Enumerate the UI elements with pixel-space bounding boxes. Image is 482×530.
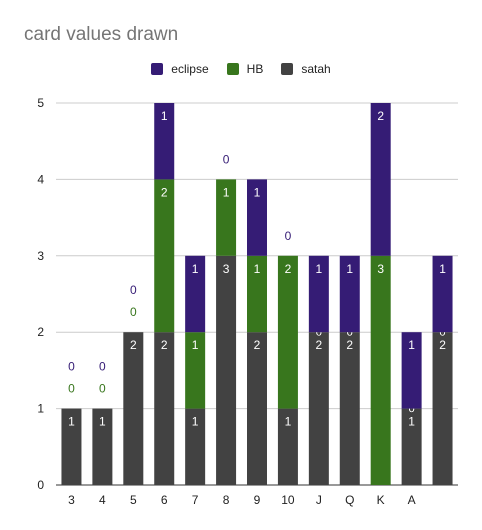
bar-segment-eclipse [401, 332, 422, 409]
bar-segment-eclipse [185, 255, 206, 333]
bar-segment-satah [308, 332, 329, 485]
data-label-satah: 1 [192, 415, 199, 429]
bar-segment-HB [277, 255, 298, 409]
y-tick-label: 5 [37, 96, 44, 110]
x-tick-label: 7 [192, 493, 199, 507]
bar-segment-HB [247, 255, 267, 333]
data-label-eclipse: 0 [68, 360, 75, 374]
legend-swatch [281, 63, 294, 75]
y-tick-label: 0 [37, 478, 44, 492]
data-label-HB: 0 [68, 382, 75, 396]
chart-title: card values drawn [24, 24, 179, 45]
data-label-HB: 2 [161, 185, 168, 199]
data-label-eclipse: 0 [130, 283, 137, 297]
bar-segment-satah [185, 408, 206, 485]
x-tick-label: 9 [254, 493, 261, 507]
x-tick-label: 6 [161, 493, 168, 507]
data-label-eclipse: 2 [377, 109, 384, 123]
data-label-eclipse: 1 [161, 109, 168, 123]
x-tick-label: 4 [99, 493, 106, 507]
x-tick-label: J [316, 493, 322, 507]
data-label-HB: 1 [223, 185, 230, 199]
data-label-HB: 0 [99, 382, 106, 396]
y-tick-label: 4 [37, 172, 44, 186]
data-label-eclipse: 1 [254, 185, 261, 199]
x-tick-label: A [408, 493, 416, 507]
legend: eclipse HB satah [0, 62, 482, 76]
x-tick-label: 10 [281, 493, 295, 507]
bar-segment-eclipse [308, 255, 329, 333]
data-label-eclipse: 1 [439, 262, 446, 276]
legend-label: satah [301, 62, 331, 76]
data-label-eclipse: 1 [192, 262, 199, 276]
x-tick-label: K [377, 493, 385, 507]
y-tick-label: 2 [37, 325, 44, 339]
bar-segment-satah [92, 408, 113, 485]
data-label-satah: 2 [316, 338, 323, 352]
data-label-satah: 2 [130, 338, 137, 352]
bar-segment-eclipse [432, 255, 453, 333]
data-label-HB: 1 [192, 338, 199, 352]
x-tick-label: Q [345, 493, 354, 507]
data-label-eclipse: 0 [223, 152, 230, 166]
bar-segment-satah [247, 332, 267, 485]
data-label-HB: 0 [130, 305, 137, 319]
bar-segment-HB [154, 179, 175, 333]
x-tick-label: 3 [68, 493, 75, 507]
data-label-satah: 2 [161, 338, 168, 352]
data-label-eclipse: 1 [346, 262, 353, 276]
legend-label: eclipse [171, 62, 209, 76]
bar-segment-HB [185, 332, 206, 409]
bar-segment-satah [123, 332, 144, 485]
legend-item-HB: HB [226, 62, 264, 76]
data-label-satah: 1 [99, 415, 106, 429]
data-label-satah: 1 [68, 415, 75, 429]
bar-segment-satah [154, 332, 175, 485]
data-label-eclipse: 1 [316, 262, 323, 276]
bar-segment-satah [216, 255, 237, 485]
data-label-satah: 2 [439, 338, 446, 352]
data-label-satah: 2 [254, 338, 261, 352]
y-tick-label: 1 [37, 402, 44, 416]
bar-segment-eclipse [154, 103, 175, 180]
legend-label: HB [246, 62, 264, 76]
bar-segment-satah [277, 408, 298, 485]
y-tick-label: 3 [37, 249, 44, 263]
data-label-HB: 2 [285, 262, 292, 276]
data-label-satah: 1 [408, 415, 415, 429]
data-label-eclipse: 0 [99, 360, 106, 374]
legend-swatch [151, 63, 164, 75]
data-label-satah: 2 [346, 338, 353, 352]
legend-swatch [226, 63, 239, 75]
data-label-satah: 1 [285, 415, 292, 429]
bar-segment-satah [401, 408, 422, 485]
data-label-eclipse: 1 [408, 338, 415, 352]
bar-segment-HB [370, 255, 391, 485]
data-label-HB: 3 [377, 262, 384, 276]
bar-segment-eclipse [370, 103, 391, 256]
bar-segment-satah [432, 332, 453, 485]
x-tick-label: 8 [223, 493, 230, 507]
legend-item-satah: satah [281, 62, 331, 76]
x-tick-label: 5 [130, 493, 137, 507]
data-label-eclipse: 0 [285, 229, 292, 243]
bar-segment-eclipse [339, 255, 360, 333]
bar-segment-HB [216, 179, 237, 256]
data-label-HB: 1 [254, 262, 261, 276]
bar-segment-satah [61, 408, 82, 485]
bar-segment-eclipse [247, 179, 267, 256]
legend-item-eclipse: eclipse [151, 62, 209, 76]
bar-segment-satah [339, 332, 360, 485]
data-label-satah: 3 [223, 262, 230, 276]
